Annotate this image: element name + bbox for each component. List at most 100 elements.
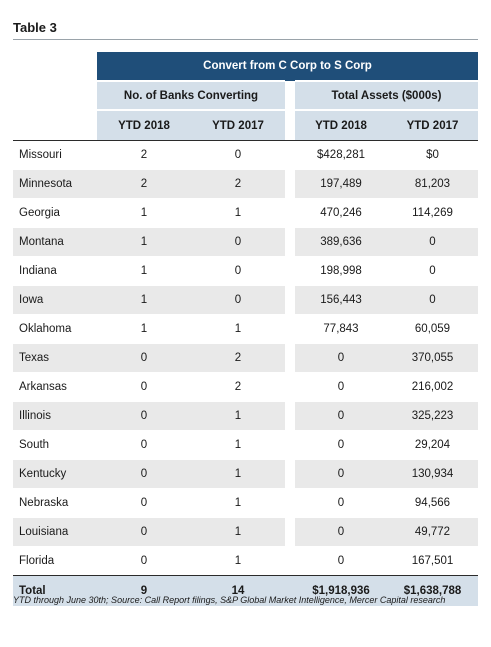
state-cell: South: [13, 430, 97, 460]
state-cell: Arkansas: [13, 372, 97, 402]
table-row: Arkansas 0 2 0 216,002: [13, 372, 478, 402]
table-title: Table 3: [13, 20, 57, 35]
banks-2018-cell: 0: [97, 488, 191, 518]
assets-2018-cell: 0: [295, 401, 387, 431]
banks-2017-cell: 1: [191, 401, 285, 431]
column-gap: [285, 227, 295, 257]
assets-2017-cell: 114,269: [387, 198, 478, 228]
column-gap: [285, 169, 295, 199]
assets-2018-cell: 0: [295, 372, 387, 402]
table-row: Minnesota 2 2 197,489 81,203: [13, 169, 478, 199]
state-cell: Kentucky: [13, 459, 97, 489]
year-header-row: YTD 2018 YTD 2017 YTD 2018 YTD 2017: [13, 109, 478, 141]
column-gap: [285, 140, 295, 170]
assets-2018-cell: 197,489: [295, 169, 387, 199]
column-gap: [285, 546, 295, 576]
assets-2018-cell: 0: [295, 430, 387, 460]
table-row: Nebraska 0 1 0 94,566: [13, 488, 478, 518]
state-cell: Oklahoma: [13, 314, 97, 344]
assets-2017-cell: 49,772: [387, 517, 478, 547]
table-row: Florida 0 1 0 167,501: [13, 546, 478, 576]
table-row: Louisiana 0 1 0 49,772: [13, 517, 478, 547]
total-assets-2018: $1,918,936: [295, 575, 387, 606]
banks-group-header: No. of Banks Converting: [97, 80, 285, 110]
assets-2017-cell: 167,501: [387, 546, 478, 576]
assets-2018-cell: 0: [295, 459, 387, 489]
total-row: Total 9 14 $1,918,936 $1,638,788: [13, 575, 478, 606]
banks-2018-cell: 0: [97, 546, 191, 576]
state-cell: Montana: [13, 227, 97, 257]
table-row: South 0 1 0 29,204: [13, 430, 478, 460]
column-gap: [285, 314, 295, 344]
banks-2017-cell: 0: [191, 285, 285, 315]
banks-2017-cell: 1: [191, 430, 285, 460]
banks-2018-cell: 0: [97, 517, 191, 547]
banks-2017-cell: 0: [191, 140, 285, 170]
assets-2018-cell: $428,281: [295, 140, 387, 170]
column-gap: [285, 372, 295, 402]
year-header: YTD 2018: [295, 109, 387, 141]
banks-2017-cell: 0: [191, 227, 285, 257]
banks-2018-cell: 0: [97, 430, 191, 460]
assets-2017-cell: 0: [387, 227, 478, 257]
assets-2017-cell: 0: [387, 256, 478, 286]
table-row: Illinois 0 1 0 325,223: [13, 401, 478, 431]
assets-2017-cell: 94,566: [387, 488, 478, 518]
state-cell: Georgia: [13, 198, 97, 228]
assets-2017-cell: 130,934: [387, 459, 478, 489]
total-label: Total: [13, 575, 97, 606]
banks-2017-cell: 2: [191, 169, 285, 199]
column-gap: [285, 517, 295, 547]
column-gap: [285, 430, 295, 460]
state-cell: Indiana: [13, 256, 97, 286]
table-row: Kentucky 0 1 0 130,934: [13, 459, 478, 489]
assets-2017-cell: $0: [387, 140, 478, 170]
assets-2018-cell: 470,246: [295, 198, 387, 228]
banks-2017-cell: 1: [191, 546, 285, 576]
banks-2018-cell: 1: [97, 285, 191, 315]
assets-2018-cell: 0: [295, 343, 387, 373]
banks-2018-cell: 0: [97, 459, 191, 489]
state-cell: Nebraska: [13, 488, 97, 518]
assets-2018-cell: 0: [295, 517, 387, 547]
year-header: YTD 2017: [191, 109, 285, 141]
column-gap: [285, 488, 295, 518]
year-header: YTD 2018: [97, 109, 191, 141]
column-gap: [285, 459, 295, 489]
table-row: Oklahoma 1 1 77,843 60,059: [13, 314, 478, 344]
banks-2017-cell: 1: [191, 488, 285, 518]
table-row: Indiana 1 0 198,998 0: [13, 256, 478, 286]
table-row: Montana 1 0 389,636 0: [13, 227, 478, 257]
column-gap: [285, 285, 295, 315]
banks-2017-cell: 0: [191, 256, 285, 286]
assets-2017-cell: 60,059: [387, 314, 478, 344]
banks-2017-cell: 1: [191, 314, 285, 344]
banks-2017-cell: 1: [191, 198, 285, 228]
source-footnote: YTD through June 30th; Source: Call Repo…: [13, 595, 446, 605]
assets-2018-cell: 0: [295, 488, 387, 518]
column-gap: [285, 401, 295, 431]
total-banks-2017: 14: [191, 575, 285, 606]
assets-2017-cell: 29,204: [387, 430, 478, 460]
assets-2018-cell: 156,443: [295, 285, 387, 315]
banks-2018-cell: 0: [97, 401, 191, 431]
state-cell: Texas: [13, 343, 97, 373]
column-gap: [285, 198, 295, 228]
year-header: YTD 2017: [387, 109, 478, 141]
state-cell: Illinois: [13, 401, 97, 431]
table-row: Texas 0 2 0 370,055: [13, 343, 478, 373]
table-row: Missouri 2 0 $428,281 $0: [13, 140, 478, 170]
group-header-row: No. of Banks Converting Total Assets ($0…: [13, 80, 478, 110]
banks-2018-cell: 1: [97, 256, 191, 286]
banks-2018-cell: 2: [97, 169, 191, 199]
total-assets-2017: $1,638,788: [387, 575, 478, 606]
banks-2018-cell: 1: [97, 198, 191, 228]
title-divider: [13, 39, 478, 40]
state-cell: Minnesota: [13, 169, 97, 199]
state-cell: Missouri: [13, 140, 97, 170]
banner-header: Convert from C Corp to S Corp: [97, 52, 478, 81]
banks-2017-cell: 1: [191, 517, 285, 547]
banks-2017-cell: 2: [191, 372, 285, 402]
assets-2018-cell: 77,843: [295, 314, 387, 344]
assets-2018-cell: 0: [295, 546, 387, 576]
